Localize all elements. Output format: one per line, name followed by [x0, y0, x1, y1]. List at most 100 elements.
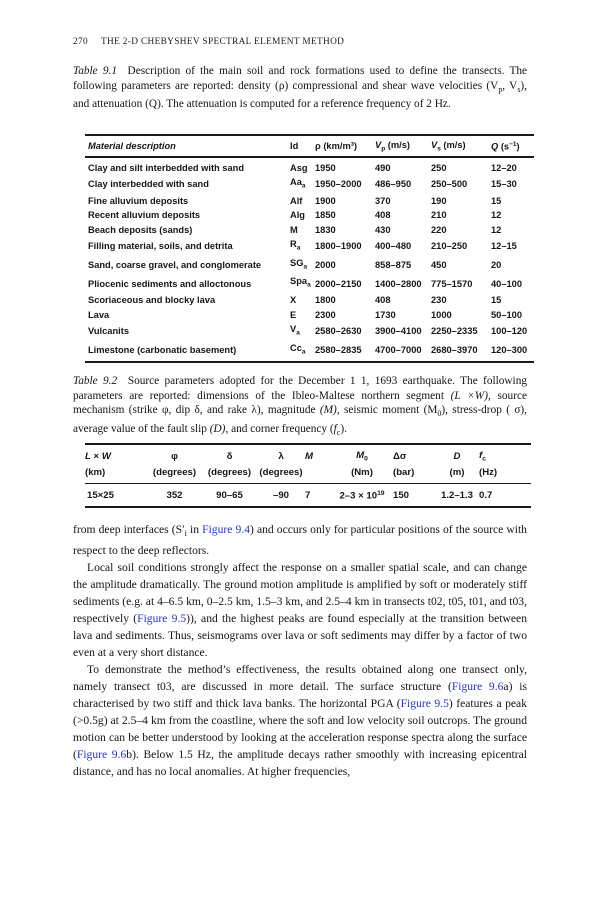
cell: Clay and silt interbedded with sand: [88, 162, 245, 173]
cell: 1730: [375, 309, 396, 320]
cell: –90: [272, 489, 289, 501]
paragraph: Local soil conditions strongly affect th…: [73, 560, 527, 659]
cell: Fine alluvium deposits: [88, 195, 189, 206]
cell: 1900: [315, 195, 336, 206]
cell: 2300: [315, 309, 336, 320]
cell: 15: [491, 195, 502, 206]
cell: 190: [431, 195, 447, 206]
header-cell: (Hz): [479, 464, 531, 484]
header-cell: Vp (m/s): [375, 134, 431, 158]
table-row: Beach deposits (sands) M 1830 430 220 12: [85, 223, 534, 237]
table-row: Fine alluvium deposits Alf 1900 370 190 15: [85, 194, 534, 208]
header-cell: (m): [435, 464, 479, 484]
cell: 1850: [315, 210, 336, 221]
figure-link[interactable]: Figure 9.4: [202, 522, 250, 536]
table-row: (km) (degrees) (degrees) (degrees) (Nm) (bar)…: [85, 464, 531, 484]
header-cell: [305, 464, 331, 484]
cell: 15: [491, 295, 502, 306]
cell: 1800–1900: [315, 241, 362, 252]
cell: 250: [431, 162, 447, 173]
table2-caption: Table 9.2 Source parameters adopted for …: [73, 375, 528, 437]
running-head-title: THE 2-D CHEBYSHEV SPECTRAL ELEMENT METHO…: [101, 37, 345, 47]
cell: 450: [431, 259, 447, 270]
header-cell: M: [305, 450, 313, 462]
header-cell: M0: [356, 450, 368, 463]
header-cell: D: [453, 450, 461, 462]
cell: 486–950: [375, 179, 412, 190]
cell: 408: [375, 210, 391, 221]
figure-link[interactable]: Figure 9.6: [451, 679, 504, 693]
cell: 15–30: [491, 179, 517, 190]
cell: Sand, coarse gravel, and conglomerate: [88, 259, 262, 270]
cell: 1000: [431, 309, 452, 320]
table-row: Sand, coarse gravel, and conglomerate SGa…: [85, 256, 534, 275]
table-row: 15×25 352 90–65 –90 7 2–3 × 1019 150 1.2–1.3 0.7: [85, 483, 531, 507]
cell: Alf: [290, 195, 303, 206]
cell: Aaa: [290, 177, 306, 190]
cell: 408: [375, 295, 391, 306]
cell: 12: [491, 210, 502, 221]
table-row: Clay interbedded with sand Aaa 1950–2000 48…: [85, 175, 534, 194]
table-row: Limestone (carbonatic basement) Cca 2580–2…: [85, 341, 534, 363]
cell: 150: [393, 489, 410, 501]
cell: Filling material, soils, and detrita: [88, 241, 233, 252]
cell: 400–480: [375, 241, 412, 252]
cell: 100–120: [491, 326, 528, 337]
running-head: 270 THE 2-D CHEBYSHEV SPECTRAL ELEMENT M…: [73, 37, 527, 47]
header-cell: (degrees): [257, 464, 305, 484]
paragraph: from deep interfaces (S′i in Figure 9.4)…: [73, 522, 527, 557]
cell: E: [290, 309, 297, 320]
cell: 490: [375, 162, 391, 173]
table2-body: 15×25 352 90–65 –90 7 2–3 × 1019 150 1.2–1.3 0.7: [85, 483, 531, 507]
table-row: Vulcanits Va 2580–2630 3900–4100 2250–2335 10…: [85, 322, 534, 341]
cell: Ra: [290, 239, 301, 252]
cell: 1950–2000: [315, 179, 362, 190]
cell: 4700–7000: [375, 344, 422, 355]
header-cell: φ: [171, 450, 178, 462]
figure-link[interactable]: Figure 9.5: [137, 611, 187, 625]
figure-link[interactable]: Figure 9.5: [400, 696, 449, 710]
cell: 210: [431, 210, 447, 221]
cell: Cca: [290, 342, 306, 355]
header-cell: (degrees): [147, 464, 202, 484]
cell: 2580–2835: [315, 344, 362, 355]
cell: Vulcanits: [88, 326, 129, 337]
cell: Alg: [290, 210, 305, 221]
table-row: Pliocenic sediments and alloctonous Spaa 2…: [85, 274, 534, 293]
header-cell: (km): [85, 464, 147, 484]
page-number: 270: [73, 37, 88, 47]
cell: 2000: [315, 259, 336, 270]
cell: Lava: [88, 309, 110, 320]
cell: 352: [166, 489, 183, 501]
cell: 1950: [315, 162, 336, 173]
header-cell: (Nm): [331, 464, 393, 484]
cell: Recent alluvium deposits: [88, 210, 201, 221]
cell: 2580–2630: [315, 326, 362, 337]
cell: 12–20: [491, 162, 517, 173]
header-cell: (bar): [393, 464, 435, 484]
header-cell: Δσ: [393, 450, 407, 462]
header-cell: Q (s−1): [491, 134, 534, 158]
cell: X: [290, 295, 297, 306]
cell: Spaa: [290, 276, 311, 289]
header-cell: Vs (m/s): [431, 134, 491, 158]
cell: 2–3 × 1019: [339, 489, 385, 501]
cell: 20: [491, 259, 502, 270]
header-cell: λ: [278, 450, 284, 462]
cell: 220: [431, 224, 447, 235]
table-soil-rock-formations: Material description Id ρ (km/m³) Vp (m/s) V…: [85, 133, 534, 364]
header-cell: ρ (km/m³): [315, 134, 375, 158]
cell: Clay interbedded with sand: [88, 179, 209, 190]
table-row: Scoriaceous and blocky lava X 1800 408 230 15: [85, 293, 534, 307]
cell: M: [290, 224, 298, 235]
cell: 1.2–1.3: [440, 489, 473, 501]
cell: 1400–2800: [375, 278, 422, 289]
cell: 1830: [315, 224, 336, 235]
cell: Beach deposits (sands): [88, 224, 193, 235]
table1-head: Material description Id ρ (km/m³) Vp (m/s) V…: [85, 134, 534, 158]
paragraph: To demonstrate the method’s effectivenes…: [73, 662, 527, 778]
figure-link[interactable]: Figure 9.6: [76, 747, 127, 761]
